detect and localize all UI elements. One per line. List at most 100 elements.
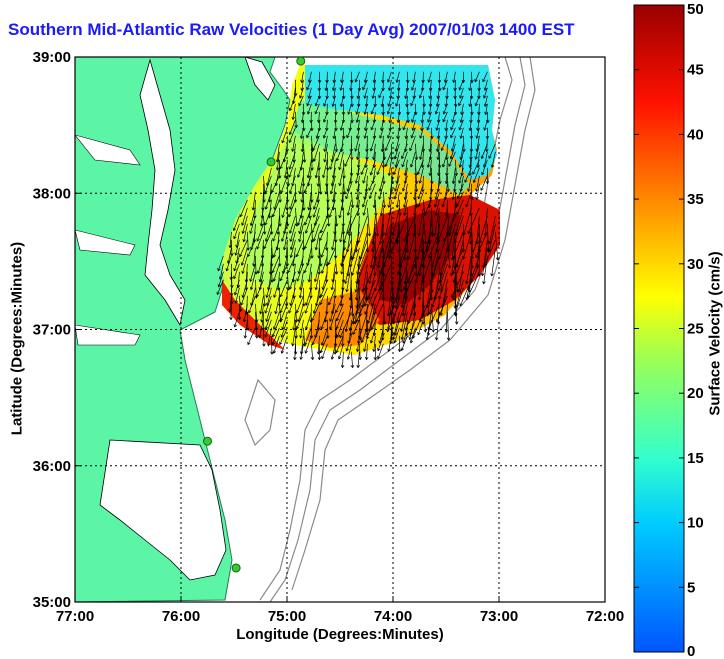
velocity-arrow: [307, 87, 312, 99]
velocity-arrow: [281, 311, 288, 330]
velocity-arrow: [271, 199, 280, 218]
velocity-arrow: [264, 319, 272, 338]
velocity-arrow: [450, 271, 464, 298]
grid-lines: [75, 57, 605, 602]
velocity-arrow: [387, 95, 392, 107]
colorbar-ticks: 0 5 10 15 20 25 30 35 40 45 50: [634, 1, 704, 659]
velocity-arrow: [451, 247, 464, 275]
velocity-arrow: [232, 215, 240, 231]
velocity-arrow: [417, 319, 424, 336]
velocity-arrow: [363, 103, 368, 115]
velocity-arrow: [272, 335, 280, 354]
velocity-arrow: [272, 223, 280, 242]
chart-title: Southern Mid-Atlantic Raw Velocities (1 …: [8, 20, 575, 39]
velocity-arrow: [481, 247, 488, 277]
velocity-arrow: [369, 159, 376, 176]
velocity-arrow: [249, 263, 256, 282]
velocity-arrow: [397, 335, 402, 352]
velocity-arrow: [233, 255, 240, 272]
velocity-arrow: [355, 103, 360, 115]
velocity-arrow: [320, 327, 328, 346]
velocity-arrow: [449, 143, 456, 160]
velocity-arrow: [403, 199, 408, 216]
velocity-arrow: [386, 103, 392, 115]
velocity-arrow: [488, 143, 496, 159]
velocity-arrow: [482, 255, 488, 285]
velocity-arrow: [242, 223, 248, 243]
velocity-arrow: [322, 127, 328, 139]
velocity-arrow: [474, 95, 480, 107]
velocity-arrow: [490, 151, 496, 168]
velocity-arrow: [400, 279, 408, 308]
velocity-arrow: [409, 135, 416, 152]
velocity-arrow: [393, 143, 400, 160]
velocity-arrow: [461, 223, 466, 253]
velocity-arrow: [279, 279, 288, 298]
velocity-arrow: [387, 127, 392, 139]
velocity-arrow: [259, 207, 264, 227]
velocity-arrow: [288, 119, 296, 135]
velocity-arrow: [456, 199, 464, 215]
velocity-arrow: [288, 271, 296, 290]
delaware-bay: [244, 57, 276, 101]
velocity-arrow: [364, 343, 369, 360]
velocity-arrow: [417, 271, 424, 301]
velocity-arrow: [417, 191, 424, 208]
velocity-arrow: [304, 295, 312, 314]
velocity-arrow: [289, 191, 296, 210]
velocity-arrow: [381, 151, 386, 168]
velocity-arrow: [424, 199, 432, 215]
velocity-arrow: [331, 95, 336, 107]
velocity-arrow: [395, 191, 400, 208]
velocity-arrow: [350, 191, 355, 208]
velocity-arrow: [459, 279, 472, 307]
velocity-arrow: [262, 327, 266, 347]
velocity-arrow: [272, 263, 280, 282]
velocity-arrow: [434, 311, 440, 341]
velocity-arrow: [217, 255, 224, 272]
velocity-arrow: [339, 79, 344, 91]
velocity-arrow: [303, 231, 312, 250]
velocity-arrow: [379, 199, 384, 216]
velocity-arrow: [403, 215, 416, 243]
velocity-arrow: [233, 279, 240, 296]
velocity-arrow: [217, 271, 224, 288]
velocity-arrow: [477, 247, 481, 277]
velocity-arrow: [303, 175, 312, 194]
velocity-arrow: [291, 135, 296, 152]
velocity-arrow: [298, 223, 304, 243]
velocity-arrow: [312, 199, 320, 218]
velocity-arrow: [387, 303, 400, 331]
velocity-arrow: [448, 151, 456, 167]
velocity-arrow: [287, 255, 296, 273]
velocity-arrow: [467, 271, 480, 299]
velocity-arrow: [319, 215, 328, 234]
field-north-cyan: [305, 65, 497, 180]
velocity-arrow: [363, 335, 368, 352]
velocity-arrow: [240, 287, 248, 306]
velocity-arrow: [274, 295, 280, 315]
velocity-arrow: [368, 255, 376, 284]
velocity-arrow: [310, 343, 315, 360]
velocity-arrow: [360, 327, 368, 343]
velocity-arrow: [327, 247, 336, 266]
colorbar-tick-label: 35: [687, 191, 704, 208]
velocity-arrow: [450, 119, 456, 131]
velocity-arrow: [288, 215, 296, 234]
velocity-arrow: [239, 239, 248, 257]
velocity-arrow: [402, 119, 408, 131]
velocity-arrow: [347, 103, 352, 115]
velocity-arrow: [456, 183, 464, 200]
velocity-arrow: [311, 327, 320, 346]
velocity-arrow: [265, 279, 272, 298]
velocity-arrow: [482, 71, 488, 83]
velocity-arrow: [328, 199, 336, 218]
velocity-arrow: [338, 151, 344, 171]
velocity-arrow: [299, 319, 304, 339]
velocity-arrow: [237, 303, 242, 320]
velocity-arrow: [411, 79, 416, 91]
velocity-arrow: [458, 151, 464, 168]
velocity-arrow: [362, 167, 368, 184]
colorbar-tick-label: 50: [687, 1, 704, 18]
velocity-arrow: [444, 303, 449, 333]
